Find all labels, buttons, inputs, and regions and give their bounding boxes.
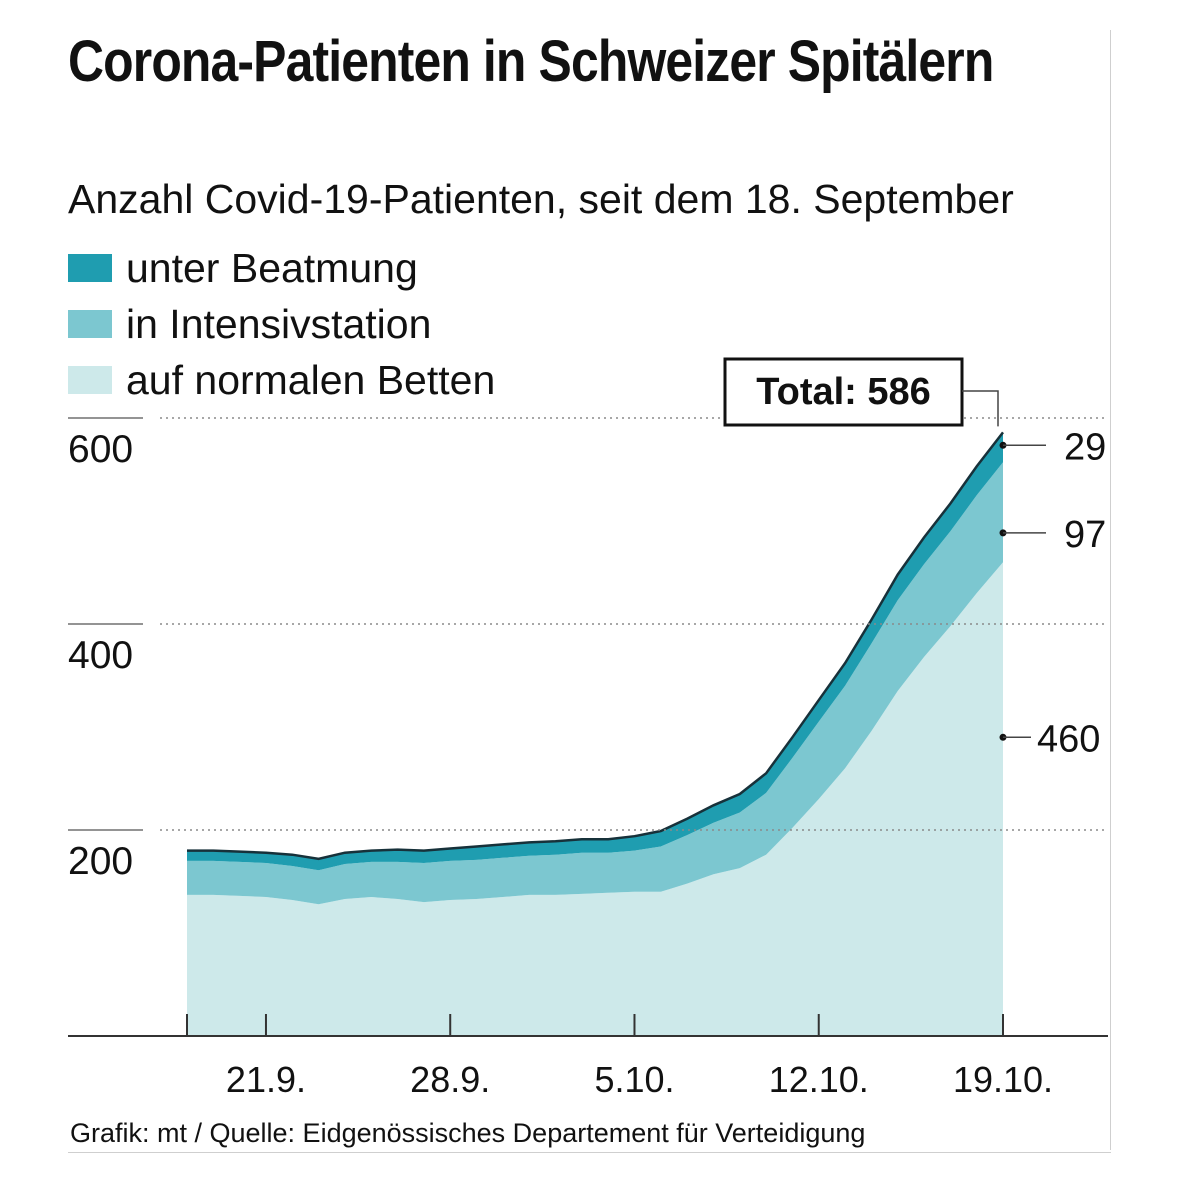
ytick-label-200: 200 <box>68 840 133 883</box>
end-label-1: 97 <box>1064 514 1106 556</box>
legend-label-normal: auf normalen Betten <box>126 356 496 403</box>
legend-item-beatmung: unter Beatmung <box>68 240 495 296</box>
end-label-2: 460 <box>1037 718 1100 760</box>
total-outline <box>187 431 1004 861</box>
chart-subtitle: Anzahl Covid-19-Patienten, seit dem 18. … <box>68 176 1014 222</box>
legend-item-normal: auf normalen Betten <box>68 352 495 408</box>
frame-right-border <box>1110 30 1111 1150</box>
legend: unter Beatmung in Intensivstation auf no… <box>68 240 495 408</box>
ytick-label-600: 600 <box>68 428 133 471</box>
ytick-label-400: 400 <box>68 634 133 677</box>
xtick-label-3: 12.10. <box>769 1059 869 1100</box>
legend-swatch-beatmung <box>68 254 112 282</box>
total-box <box>723 357 964 427</box>
legend-label-intensiv: in Intensivstation <box>126 300 432 347</box>
source-credit: Grafik: mt / Quelle: Eidgenössisches Dep… <box>70 1118 866 1148</box>
total-leader <box>962 390 999 427</box>
total-label: Total: 586 <box>756 371 931 413</box>
xtick-label-2: 5.10. <box>594 1059 674 1100</box>
area-normal-beds <box>187 562 1003 1036</box>
xtick-label-4: 19.10. <box>953 1059 1053 1100</box>
xtick-label-1: 28.9. <box>410 1059 490 1100</box>
legend-label-beatmung: unter Beatmung <box>126 244 418 291</box>
chart-title: Corona-Patienten in Schweizer Spitälern <box>68 29 994 94</box>
legend-swatch-normal <box>68 366 112 394</box>
area-intensive-care <box>187 462 1003 905</box>
legend-swatch-intensiv <box>68 310 112 338</box>
legend-item-intensiv: in Intensivstation <box>68 296 495 352</box>
frame-bottom-border <box>68 1152 1111 1153</box>
end-label-0: 29 <box>1064 426 1106 468</box>
xtick-label-0: 21.9. <box>226 1059 306 1100</box>
